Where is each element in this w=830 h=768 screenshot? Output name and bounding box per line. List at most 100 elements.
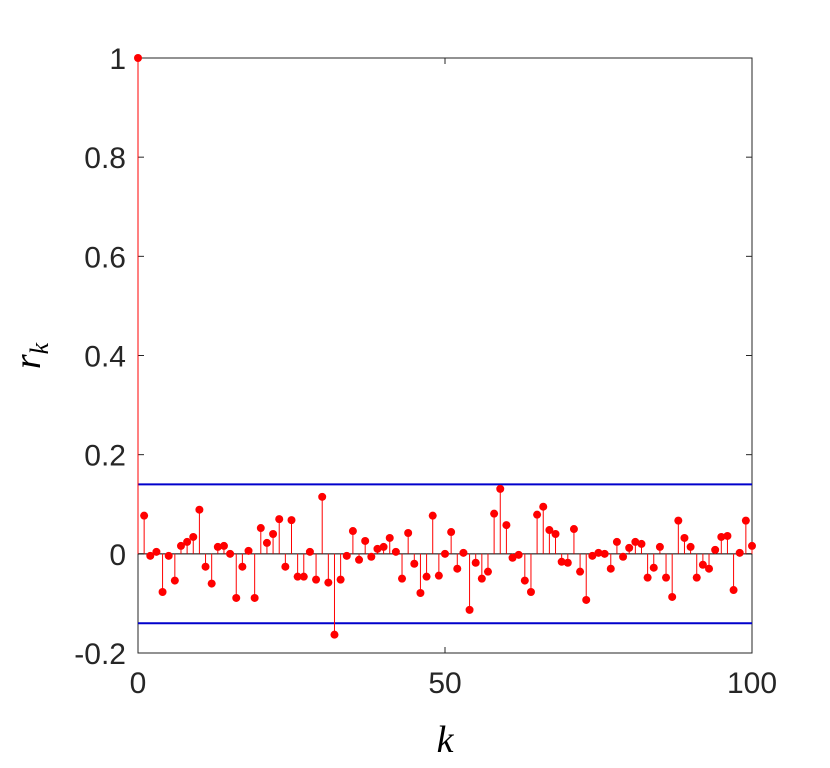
stem-marker — [477, 574, 486, 583]
stem-marker — [342, 551, 351, 560]
stem-marker — [195, 505, 204, 514]
stem-marker — [226, 549, 235, 558]
stem-marker — [287, 516, 296, 525]
stem-marker — [244, 546, 253, 555]
stem-marker — [692, 573, 701, 582]
stem-marker — [293, 572, 302, 581]
stem-marker — [539, 502, 548, 511]
y-axis-label: rk — [7, 342, 54, 369]
stem-marker — [183, 537, 192, 546]
x-axis-label: k — [437, 719, 455, 761]
stem-marker — [410, 559, 419, 568]
stem-marker — [625, 543, 634, 552]
stem-marker — [146, 551, 155, 560]
stem-marker — [434, 571, 443, 580]
stem-marker — [748, 541, 756, 550]
stem-marker — [422, 572, 431, 581]
stem-marker — [373, 544, 382, 553]
stem-marker — [649, 563, 658, 572]
stem-marker — [569, 525, 578, 534]
stem-marker — [533, 510, 542, 519]
stem-marker — [686, 542, 695, 551]
stem-marker — [483, 567, 492, 576]
y-tick-label: 0.6 — [84, 241, 126, 274]
x-tick-label: 0 — [130, 667, 147, 700]
stem-marker — [680, 533, 689, 542]
stem-marker — [391, 547, 400, 556]
stem-marker — [471, 558, 480, 567]
stem-marker — [404, 529, 413, 538]
stem-marker — [674, 516, 683, 525]
stem-marker — [735, 548, 744, 557]
x-tick-label: 50 — [428, 667, 461, 700]
stem-marker — [170, 576, 179, 585]
stem-marker — [711, 545, 720, 554]
stem-marker — [459, 548, 468, 557]
stem-marker — [238, 562, 247, 571]
stem-marker — [643, 573, 652, 582]
stem-marker — [164, 551, 173, 560]
stem-marker — [582, 595, 591, 604]
y-tick-label: 1 — [109, 43, 126, 76]
stem-marker — [502, 521, 511, 530]
stem-marker — [355, 555, 364, 564]
stem-marker — [563, 558, 572, 567]
stem-marker — [490, 509, 499, 518]
y-tick-label: 0.4 — [84, 341, 126, 374]
stem-marker — [330, 630, 339, 639]
stem-marker — [385, 533, 394, 542]
stem-marker — [367, 552, 376, 561]
stem-marker — [705, 564, 714, 573]
stem-marker — [312, 575, 321, 584]
stem-marker — [496, 484, 505, 493]
stem-marker — [262, 538, 271, 547]
stem-marker — [299, 572, 308, 581]
stem-marker — [619, 552, 628, 561]
stem-marker — [526, 588, 535, 597]
stem-marker — [379, 542, 388, 551]
stem-marker — [213, 542, 222, 551]
stem-marker — [447, 528, 456, 537]
stem-marker — [545, 526, 554, 535]
stem-marker — [269, 530, 278, 538]
stem-marker — [140, 511, 149, 520]
y-tick-label: 0 — [109, 539, 126, 572]
stem-marker — [612, 537, 621, 546]
stem-marker — [588, 551, 597, 560]
stem-marker — [201, 562, 210, 571]
stem-marker — [698, 560, 707, 569]
stem-marker — [508, 553, 517, 562]
stem-marker — [717, 532, 726, 541]
stem-marker — [600, 549, 609, 558]
stem-marker — [318, 492, 327, 501]
stem-marker — [207, 579, 216, 588]
plot-frame — [137, 57, 753, 654]
stem-marker — [631, 537, 640, 546]
stem-marker — [275, 515, 284, 524]
stem-marker — [158, 588, 167, 597]
stem-marker — [729, 586, 738, 595]
stem-marker — [256, 524, 265, 533]
stem-marker — [428, 511, 437, 520]
stem-marker — [398, 574, 407, 583]
stem-marker — [520, 576, 529, 585]
stem-marker — [416, 589, 425, 598]
stem-marker — [514, 550, 523, 559]
stem-marker — [594, 548, 603, 557]
stem-marker — [557, 557, 566, 566]
stem-marker — [176, 541, 185, 550]
stem-marker — [741, 516, 750, 525]
stem-marker — [232, 593, 241, 602]
stem-marker — [281, 562, 290, 571]
y-tick-label: 0.8 — [84, 142, 126, 175]
stem-marker — [662, 573, 671, 582]
stem-marker — [655, 542, 664, 551]
stem-marker — [723, 531, 732, 540]
y-tick-label: -0.2 — [74, 638, 126, 671]
stem-marker — [348, 527, 357, 536]
stem-marker — [219, 541, 228, 550]
stem-marker — [324, 578, 333, 587]
stem-marker — [305, 547, 314, 556]
stem-marker — [576, 567, 585, 576]
